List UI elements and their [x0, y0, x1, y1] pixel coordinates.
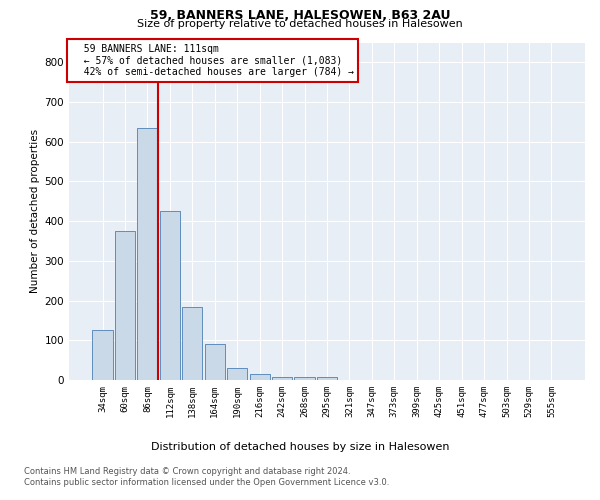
Bar [295, 377, 314, 380]
Bar [317, 377, 337, 380]
Text: Contains public sector information licensed under the Open Government Licence v3: Contains public sector information licen… [24, 478, 389, 487]
Bar [182, 308, 202, 380]
Text: 59, BANNERS LANE, HALESOWEN, B63 2AU: 59, BANNERS LANE, HALESOWEN, B63 2AU [150, 9, 450, 22]
Bar [92, 330, 113, 380]
Bar [250, 374, 270, 380]
Text: Size of property relative to detached houses in Halesowen: Size of property relative to detached ho… [137, 19, 463, 29]
Bar [227, 368, 247, 380]
Text: Contains HM Land Registry data © Crown copyright and database right 2024.: Contains HM Land Registry data © Crown c… [24, 468, 350, 476]
Bar [137, 128, 158, 380]
Text: 59 BANNERS LANE: 111sqm
  ← 57% of detached houses are smaller (1,083)
  42% of : 59 BANNERS LANE: 111sqm ← 57% of detache… [71, 44, 353, 78]
Bar [272, 377, 292, 380]
Y-axis label: Number of detached properties: Number of detached properties [31, 129, 40, 294]
Text: Distribution of detached houses by size in Halesowen: Distribution of detached houses by size … [151, 442, 449, 452]
Bar [205, 344, 225, 380]
Bar [115, 231, 135, 380]
Bar [160, 211, 180, 380]
